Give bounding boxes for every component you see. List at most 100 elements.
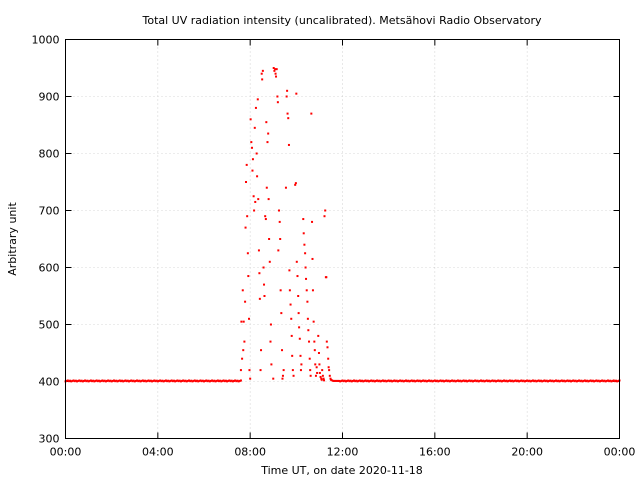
data-point — [431, 380, 434, 383]
data-point — [264, 215, 267, 218]
data-point — [535, 380, 538, 383]
data-point — [593, 380, 596, 383]
data-point — [508, 379, 511, 382]
data-point — [70, 380, 73, 383]
x-tick-label: 20:00 — [511, 446, 543, 459]
data-point — [316, 371, 319, 374]
data-point — [609, 379, 612, 382]
data-point — [433, 379, 436, 382]
data-point — [327, 357, 330, 360]
data-point — [275, 75, 278, 78]
data-point — [333, 379, 336, 382]
data-point — [161, 379, 164, 382]
data-point — [372, 379, 375, 382]
data-point — [277, 249, 280, 252]
data-point — [257, 249, 260, 252]
data-point — [76, 380, 79, 383]
data-point — [241, 289, 244, 292]
data-point — [272, 377, 275, 380]
data-point — [324, 209, 327, 212]
grid-lines — [65, 39, 620, 439]
data-point — [243, 340, 246, 343]
data-point — [171, 380, 174, 383]
data-point — [458, 380, 461, 383]
data-point — [498, 380, 501, 383]
x-tick-label: 00:00 — [50, 446, 82, 459]
data-point — [395, 379, 398, 382]
data-point — [568, 379, 571, 382]
data-point — [359, 380, 362, 383]
data-point — [72, 379, 75, 382]
data-point — [298, 337, 301, 340]
data-point — [586, 379, 589, 382]
data-point — [208, 380, 211, 383]
data-point — [211, 379, 214, 382]
data-point — [542, 379, 545, 382]
x-tick-label: 08:00 — [234, 446, 266, 459]
data-point — [281, 374, 284, 377]
data-point — [440, 380, 443, 383]
data-point — [160, 380, 163, 383]
data-point — [86, 379, 89, 382]
data-point — [280, 312, 283, 315]
data-point — [354, 380, 357, 383]
data-point — [219, 379, 222, 382]
data-point — [183, 380, 186, 383]
data-point — [276, 95, 279, 98]
data-point — [259, 369, 262, 372]
data-point — [401, 379, 404, 382]
data-point — [510, 380, 513, 383]
data-point — [285, 95, 288, 98]
data-point — [287, 117, 290, 120]
x-tick-label: 04:00 — [142, 446, 174, 459]
data-point — [256, 175, 259, 178]
data-point — [605, 379, 608, 382]
data-point — [447, 379, 450, 382]
data-point — [617, 379, 620, 382]
data-point — [69, 379, 72, 382]
data-point — [529, 380, 532, 383]
data-point — [239, 369, 242, 372]
data-point — [425, 380, 428, 383]
data-point — [323, 379, 326, 382]
data-point — [362, 380, 365, 383]
data-point — [296, 275, 299, 278]
data-point — [478, 379, 481, 382]
data-point — [443, 380, 446, 383]
data-point — [527, 380, 530, 383]
data-point — [102, 380, 105, 383]
data-point — [318, 363, 321, 366]
data-point — [538, 380, 541, 383]
data-point — [265, 186, 268, 189]
data-point — [480, 379, 482, 382]
data-point — [495, 380, 497, 383]
data-point — [133, 380, 136, 383]
data-point — [116, 380, 119, 383]
data-point — [209, 379, 212, 382]
data-point — [97, 379, 100, 382]
data-point — [145, 380, 148, 383]
data-point — [406, 380, 409, 383]
data-point — [501, 379, 504, 382]
data-point — [287, 143, 290, 146]
data-point — [249, 118, 252, 121]
data-point — [407, 379, 410, 382]
data-point — [166, 380, 169, 383]
data-point — [178, 379, 181, 382]
data-point — [504, 380, 507, 383]
data-point — [305, 277, 308, 280]
data-point — [188, 379, 190, 382]
data-point — [525, 379, 528, 382]
data-point — [600, 379, 603, 382]
data-point — [588, 379, 591, 382]
plot-frame — [65, 39, 620, 439]
data-point — [327, 366, 330, 369]
data-point — [461, 379, 464, 382]
data-point — [297, 295, 300, 297]
data-point — [212, 380, 215, 383]
data-point — [300, 363, 303, 366]
axis-ticks — [65, 39, 620, 439]
data-point — [486, 380, 489, 383]
data-point — [338, 379, 341, 382]
data-point — [361, 379, 364, 382]
